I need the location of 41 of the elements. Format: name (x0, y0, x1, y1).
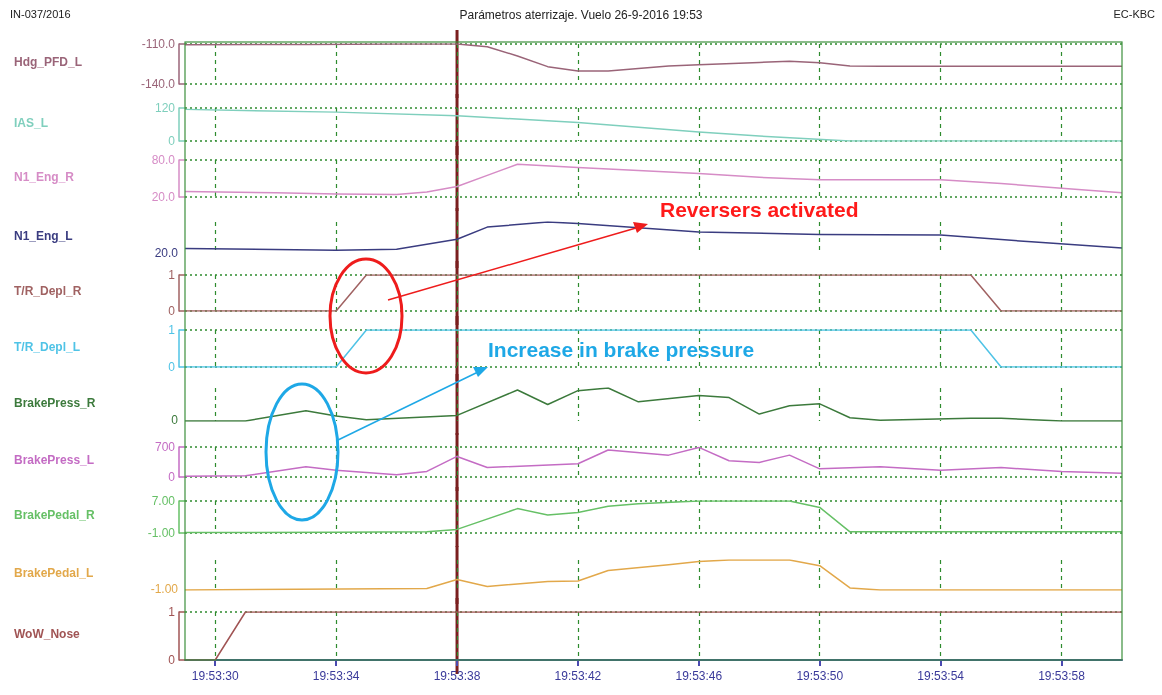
annotation: Increase in brake pressure (488, 338, 755, 362)
y-axis-title: T/R_Depl_R (14, 284, 82, 298)
y-axis-title: BrakePedal_L (14, 566, 94, 580)
line-series (184, 163, 1123, 196)
y-axis-title: BrakePress_L (14, 453, 95, 467)
x-tick-label: 19:53:42 (554, 669, 602, 683)
x-tick-label: 19:53:46 (675, 669, 723, 683)
y-tick-label: 80.0 (151, 153, 176, 167)
y-axis-title: WoW_Nose (14, 627, 81, 641)
y-axis-title: IAS_L (14, 115, 49, 130)
y-tick-label: 7.00 (151, 494, 176, 508)
x-tick-label: 19:53:30 (191, 669, 239, 683)
y-axis-title: N1_Eng_L (14, 229, 73, 243)
y-tick-label: 1 (168, 605, 176, 619)
x-tick-label: 19:53:54 (917, 669, 965, 683)
y-tick-label: 120 (154, 101, 176, 115)
y-tick-label: 0 (168, 470, 176, 484)
y-tick-label: 1 (168, 323, 176, 337)
y-axis-title: BrakePress_R (14, 395, 96, 410)
text: EC-KBC (1113, 8, 1155, 20)
y-axis-title: T/R_Depl_L (14, 339, 81, 354)
y-tick-label: 0 (168, 304, 176, 318)
y-tick-label: -110.0 (141, 37, 176, 51)
x-tick-label: 19:53:50 (796, 669, 844, 683)
x-tick-label: 19:53:38 (433, 669, 481, 683)
text: IN-037/2016 (10, 8, 71, 20)
y-tick-label: 0 (168, 360, 176, 374)
y-tick-label: 0 (168, 653, 176, 667)
y-tick-label: 700 (154, 440, 176, 454)
y-tick-label: -1.00 (147, 526, 176, 540)
text: Reversers activated (660, 198, 859, 222)
y-tick-label: 20.0 (151, 190, 176, 204)
y-axis-title: Hdg_PFD_L (14, 55, 83, 69)
y-axis-title: N1_Eng_R (14, 169, 75, 184)
x-tick-label: 19:53:34 (312, 669, 360, 683)
y-axis-title: BrakePedal_R (14, 508, 96, 522)
y-tick-label: -140.0 (140, 77, 176, 91)
x-tick-label: 19:53:58 (1038, 669, 1086, 683)
chart-title: Parámetros aterrizaje. Vuelo 26-9-2016 19:53 (459, 8, 703, 22)
y-tick-label: 0 (168, 134, 176, 148)
y-tick-label: 1 (168, 268, 176, 282)
